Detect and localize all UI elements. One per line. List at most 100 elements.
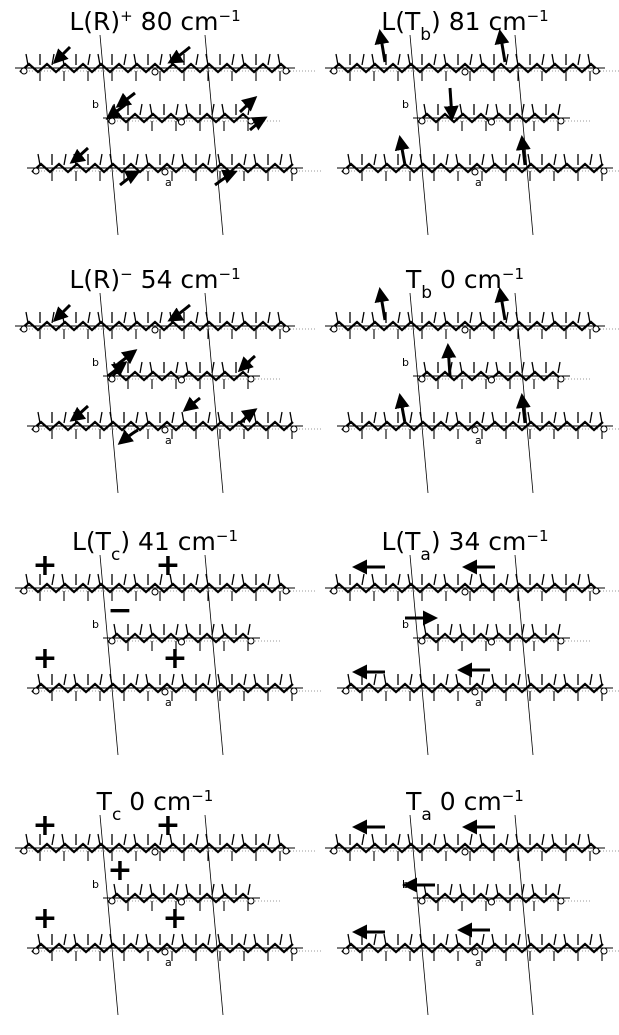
atom — [593, 326, 599, 332]
chain-stick — [558, 362, 560, 373]
chain-stick — [528, 674, 530, 685]
chain-stick — [254, 154, 256, 165]
title-part: 80 cm — [133, 7, 219, 36]
atom — [558, 638, 564, 644]
chain-stick — [372, 312, 374, 323]
chain-stick — [290, 934, 292, 945]
atom — [472, 427, 478, 433]
chain-stick — [64, 934, 66, 945]
chain-stick — [410, 934, 412, 945]
chain-stick — [424, 362, 426, 373]
axis-label: a — [165, 956, 172, 969]
chain-stick — [600, 154, 602, 165]
atom — [109, 376, 115, 382]
chain-stick — [588, 54, 590, 65]
chain-stick — [470, 54, 472, 65]
chain-stick — [146, 674, 148, 685]
molecule-chain — [27, 412, 323, 439]
chain-stick — [480, 834, 482, 845]
chain-stick — [182, 412, 184, 423]
title-part: T — [96, 787, 113, 816]
chain-stick — [98, 574, 100, 585]
title-part: L(T — [381, 7, 421, 36]
figure: L(R)+ 80 cm−1baL(Tb) 81 cm−1baL(R)− 54 c… — [0, 0, 619, 1035]
atom — [601, 948, 607, 954]
chain-stick — [150, 104, 152, 115]
title-part: − — [120, 265, 133, 283]
chain-stick — [552, 312, 554, 323]
chain-stick — [552, 54, 554, 65]
chain-stick — [470, 312, 472, 323]
chain-stick — [482, 412, 484, 423]
chain-stick — [136, 154, 138, 165]
chain-stick — [348, 154, 350, 165]
atom — [109, 898, 115, 904]
chain-stick — [336, 54, 338, 65]
chain-stick — [74, 674, 76, 685]
chain-stick — [542, 54, 544, 65]
atom — [179, 119, 185, 125]
arrow — [108, 363, 125, 376]
chain-stick — [522, 884, 524, 895]
chain-stick — [590, 674, 592, 685]
atom — [462, 849, 468, 855]
chain-stick — [88, 574, 90, 585]
atom — [419, 638, 425, 644]
chain-stick — [460, 884, 462, 895]
chain-stick — [222, 104, 224, 115]
atom — [331, 848, 337, 854]
molecule-chain — [27, 674, 323, 701]
chain-stick — [98, 312, 100, 323]
title-part: c — [112, 805, 121, 825]
chain-stick — [482, 934, 484, 945]
chain-stick — [434, 574, 436, 585]
chain-stick — [410, 674, 412, 685]
chain-stick — [518, 674, 520, 685]
atom — [248, 118, 254, 124]
molecule-chain — [103, 624, 280, 651]
chain-stick — [254, 674, 256, 685]
axis-label: a — [475, 956, 482, 969]
axis-label: a — [475, 176, 482, 189]
chain-stick — [218, 674, 220, 685]
chain-stick — [372, 834, 374, 845]
chain-stick — [222, 624, 224, 635]
chain-stick — [146, 934, 148, 945]
chain-stick — [268, 312, 270, 323]
atom — [21, 326, 27, 332]
molecule-chain — [413, 624, 590, 651]
chain-stick — [578, 834, 580, 845]
chain-stick — [362, 834, 364, 845]
chain-stick — [348, 934, 350, 945]
chain-stick — [600, 674, 602, 685]
chain-stick — [446, 412, 448, 423]
chain-stick — [336, 312, 338, 323]
chain-stick — [278, 834, 280, 845]
title-part: L(R) — [69, 265, 120, 294]
chain-stick — [496, 884, 498, 895]
chain-stick — [134, 54, 136, 65]
chain-stick — [64, 674, 66, 685]
chain-stick — [460, 624, 462, 635]
title-part: b — [420, 25, 431, 45]
chain-stick — [248, 884, 250, 895]
chain-stick — [410, 154, 412, 165]
chain-stick — [528, 154, 530, 165]
chain-stick — [590, 934, 592, 945]
title-part: −1 — [219, 265, 241, 283]
chain-stick — [88, 834, 90, 845]
atom — [419, 376, 425, 382]
title-part: ) 34 cm — [431, 527, 527, 556]
chain-stick — [372, 54, 374, 65]
chain-stick — [564, 412, 566, 423]
chain-stick — [244, 934, 246, 945]
chain-stick — [232, 312, 234, 323]
chain-stick — [558, 624, 560, 635]
molecule-chain — [413, 104, 590, 131]
atom — [343, 948, 349, 954]
atom — [248, 376, 254, 382]
axis-label: b — [92, 356, 99, 369]
chain-stick — [486, 624, 488, 635]
chain-stick — [446, 154, 448, 165]
atom — [343, 688, 349, 694]
